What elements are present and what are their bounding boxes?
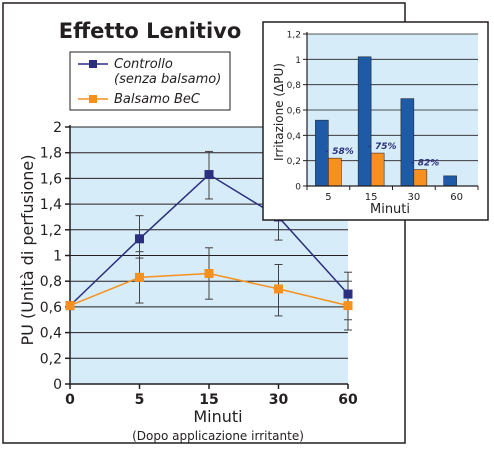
controllo-point (343, 289, 353, 299)
main-y-tick-label: 0,6 (40, 300, 62, 316)
balsamo-bar (328, 157, 342, 187)
inset-reduction-label: - 82% (411, 159, 439, 169)
inset-reduction-label: - 58% (325, 147, 353, 157)
balsamo-point (274, 284, 283, 294)
inset-y-tick-label: 0,8 (287, 81, 302, 91)
inset-reduction-label: - 75% (368, 142, 396, 152)
main-y-tick-label: 1,4 (40, 197, 62, 213)
inset-y-tick-label: 0 (295, 183, 301, 193)
main-x-tick-label: 60 (338, 392, 358, 408)
main-y-tick-label: 2 (53, 120, 62, 136)
inset-y-tick-label: 1 (295, 56, 301, 66)
balsamo-point (135, 272, 144, 282)
main-y-tick-label: 1,2 (40, 223, 62, 239)
main-y-tick-label: 0,8 (40, 274, 62, 290)
main-y-tick-label: 1,6 (40, 171, 62, 187)
controllo-bar (357, 56, 372, 187)
main-x-tick-label: 30 (269, 392, 289, 408)
main-x-tick-label: 0 (65, 392, 75, 408)
main-y-tick-label: 1,8 (40, 146, 62, 162)
legend-controllo-label-note: (senza balsamo) (114, 72, 221, 87)
inset-y-tick-label: 0,6 (287, 107, 302, 117)
inset-x-tick-label: 60 (450, 192, 463, 203)
controllo-bar (400, 98, 415, 187)
legend-controllo-marker (89, 60, 97, 68)
inset-plot-area: 0 0,2 0,4 0,6 0,8 1 1,2 5 15 30 60 - 58% - 75% - 82% (287, 31, 479, 203)
legend: Controllo (senza balsamo) Balsamo BeC (69, 51, 231, 111)
controllo-bar (443, 175, 457, 187)
main-y-tick-label: 0,2 (40, 351, 62, 367)
main-x-axis-note: (Dopo applicazione irritante) (132, 429, 304, 443)
balsamo-point (65, 301, 75, 311)
controllo-point (204, 170, 214, 180)
main-y-tick-label: 0,4 (40, 326, 62, 342)
balsamo-point (204, 268, 214, 278)
main-y-tick-label: 1 (53, 249, 62, 265)
inset-y-tick-label: 0,2 (287, 157, 301, 167)
main-y-axis-label: PU (Unità di perfusione) (18, 155, 37, 346)
main-x-tick-label: 5 (135, 392, 145, 408)
balsamo-bar (413, 169, 428, 187)
inset-y-tick-label: 1,2 (287, 31, 301, 41)
balsamo-bar (370, 152, 385, 187)
controllo-point (135, 234, 144, 244)
legend-balsamo-marker (89, 95, 97, 103)
inset-x-tick-label: 15 (365, 192, 378, 203)
main-chart-title: Effetto Lenitivo (59, 19, 242, 43)
inset-x-tick-label: 5 (325, 192, 331, 203)
inset-y-axis-label: Irritazione (ΔPU) (272, 63, 286, 161)
inset-y-tick-label: 0,4 (287, 132, 302, 142)
legend-controllo-label: Controllo (114, 57, 173, 72)
legend-balsamo-label: Balsamo BeC (114, 92, 201, 107)
main-x-axis-label: Minuti (193, 407, 242, 426)
inset-x-axis-label: Minuti (370, 202, 410, 217)
balsamo-point (343, 301, 353, 311)
main-y-tick-label: 0 (53, 377, 62, 393)
main-x-tick-label: 15 (199, 392, 218, 408)
inset-x-tick-label: 30 (408, 192, 421, 203)
